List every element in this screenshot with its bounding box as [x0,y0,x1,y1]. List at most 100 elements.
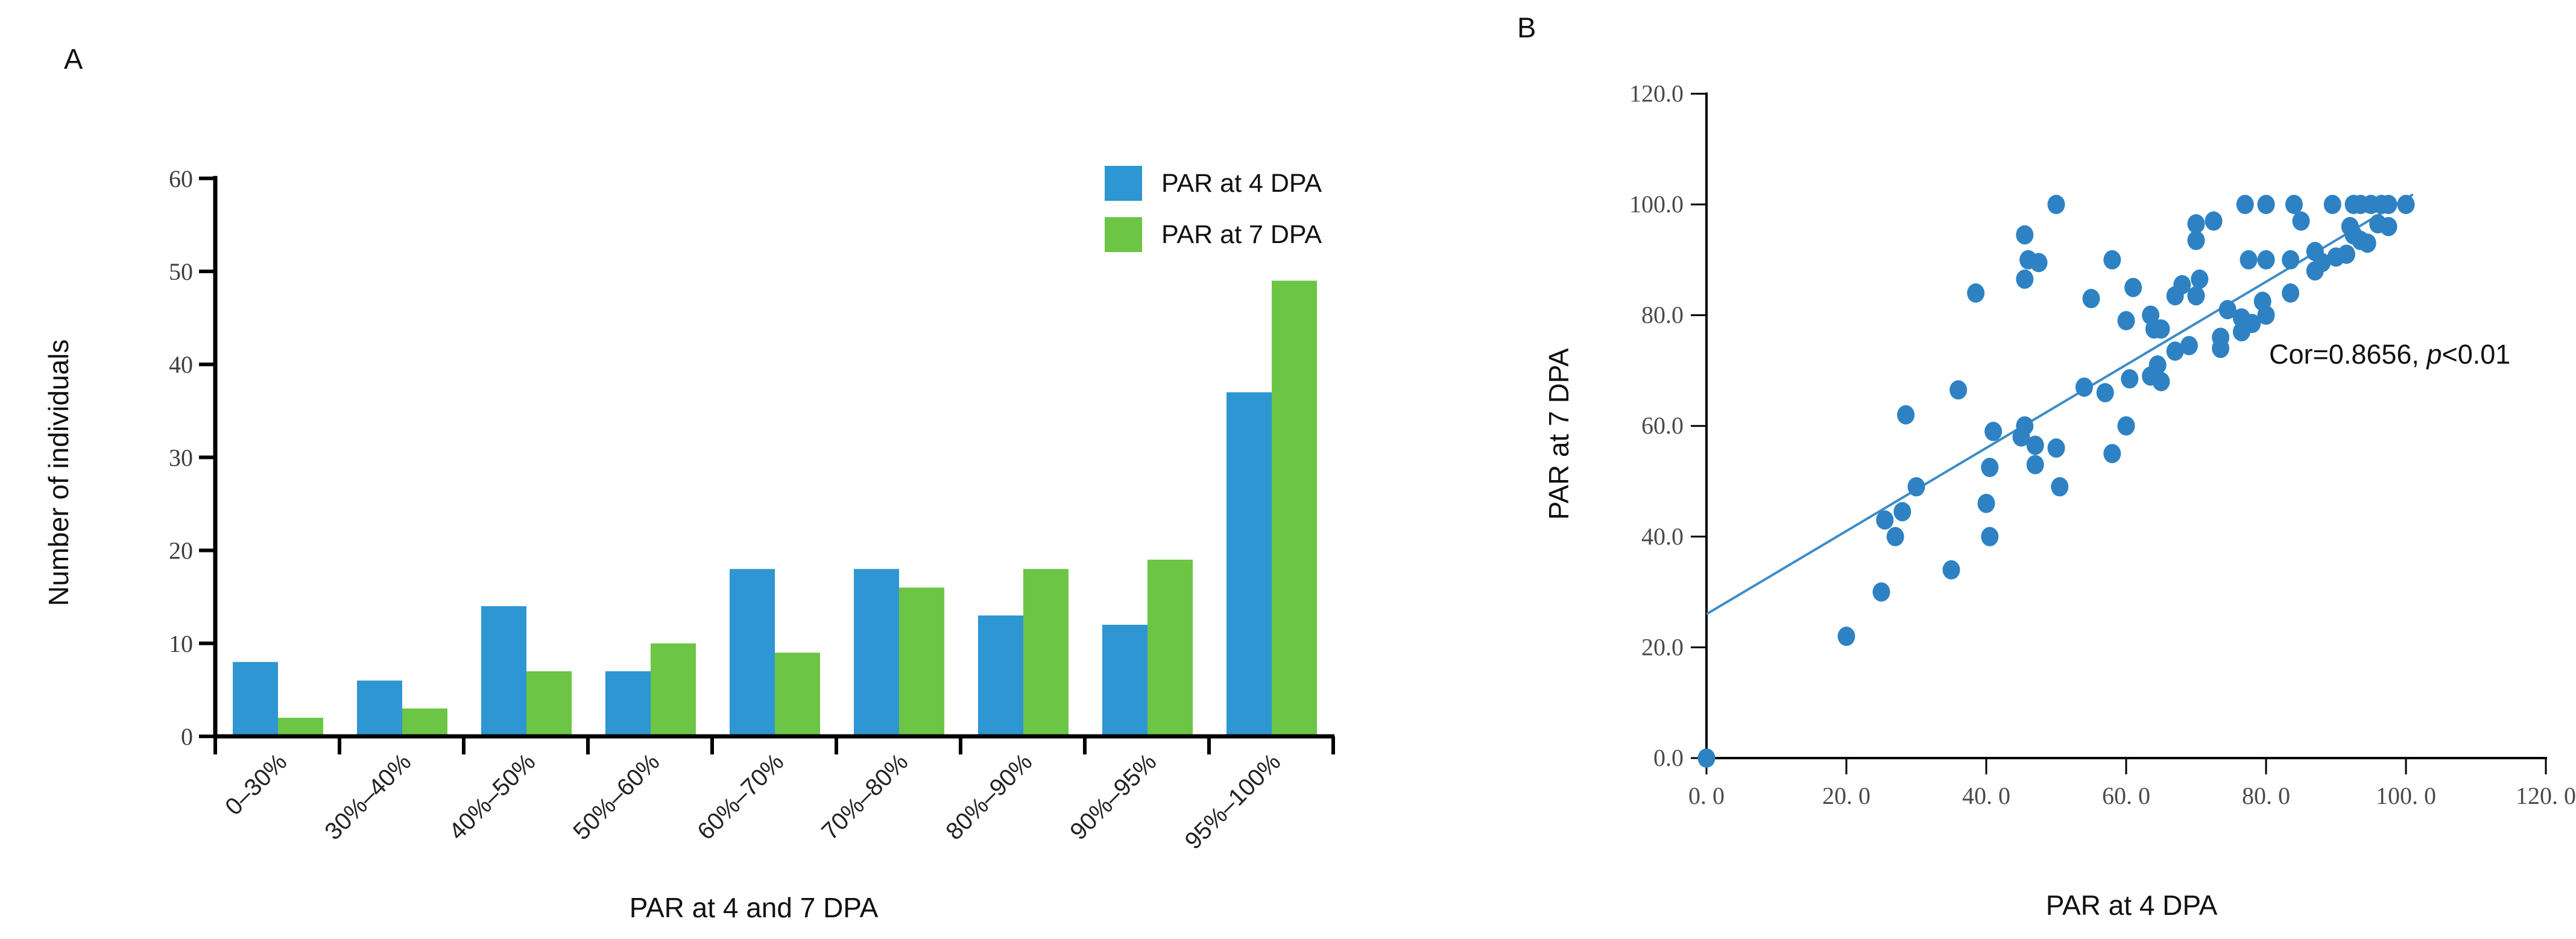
legend-label-par4: PAR at 4 DPA [1161,169,1322,198]
scatter-point [2236,195,2254,214]
correlation-annotation: Cor=0.8656, p<0.01 [2269,339,2510,370]
p-value: <0.01 [2442,339,2511,370]
scatter-point [2187,230,2205,250]
scatter-point [2292,211,2310,231]
x-tick-label: 40. 0 [1962,782,2010,809]
bar [278,718,323,736]
scatter-point [2257,195,2275,214]
scatter-point [1981,458,1999,478]
bar [730,569,775,736]
bar [775,653,820,736]
y-tick-label: 50 [169,258,193,285]
scatter-point [2397,195,2415,214]
bar [1102,624,1148,736]
scatter-point [2187,286,2205,306]
bar [978,615,1023,736]
scatter-point [1942,560,1960,580]
scatter-point [2257,305,2275,325]
scatter-point [2323,195,2341,214]
bar [481,606,526,736]
scatter-point [2240,250,2258,270]
scatter-point [1984,422,2003,441]
scatter-point [2082,289,2100,309]
legend-swatch-blue-icon [1105,166,1142,201]
scatter-point [2205,211,2223,231]
x-category-label: 80%–90% [941,748,1037,845]
bar [651,643,696,736]
scatter-y-axis-title: PAR at 7 DPA [1543,348,1574,520]
scatter-point [2282,283,2300,303]
x-tick-label: 120. 0 [2516,782,2576,809]
bar-chart: 0 10 20 30 40 50 60 0–30% 30%–40% 40%–50% 50%–60% 6… [169,165,1335,855]
y-tick-label: 80.0 [1641,302,1684,329]
y-tick-label: 40.0 [1641,523,1684,550]
bar [526,671,572,736]
y-tick-label: 20 [169,537,193,564]
y-tick-label: 0.0 [1653,744,1684,771]
trend-line [1705,193,2414,616]
scatter-point [2282,250,2300,270]
x-category-label: 50%–60% [568,748,665,845]
bar [402,708,447,736]
scatter-point [2379,217,2398,236]
scatter-point [2030,253,2048,273]
scatter-point [2016,416,2034,436]
scatter-point [2016,269,2034,289]
scatter-point [2117,311,2135,330]
bar [854,569,899,736]
scatter-point [2180,336,2198,356]
x-category-label: 90%–95% [1065,748,1161,845]
scatter-point [1967,283,1985,303]
panel-a-letter: A [64,43,83,75]
legend-item-par7: PAR at 7 DPA [1105,217,1358,252]
bar [1023,569,1069,736]
y-tick-label: 60.0 [1641,412,1684,439]
scatter-point [2218,300,2237,320]
scatter-point [2121,369,2139,389]
scatter-point [2379,195,2398,214]
scatter-point [2124,277,2142,297]
scatter-point [1893,502,1911,522]
y-tick-label: 60 [169,165,193,192]
legend-item-par4: PAR at 4 DPA [1105,166,1358,201]
x-tick-label: 80. 0 [2242,782,2290,809]
x-tick-label: 100. 0 [2376,782,2436,809]
scatter-point [1886,526,1904,546]
scatter-point [2191,269,2209,289]
y-tick-label: 30 [169,444,193,471]
scatter-point [1837,627,1855,647]
bar [1272,280,1317,736]
bar-chart-x-axis-title: PAR at 4 and 7 DPA [629,892,879,923]
scatter-point [2152,371,2170,391]
y-tick-label: 20.0 [1641,633,1684,660]
x-category-label: 40%–50% [444,748,540,845]
scatter-point [2358,233,2376,253]
scatter-point [1977,493,1995,513]
scatter-point [2173,275,2191,295]
x-tick-label: 0. 0 [1688,782,1725,809]
y-tick-label: 10 [169,630,193,657]
scatter-point [1876,510,1894,530]
scatter-point [2257,250,2275,270]
scatter-point [2285,195,2303,214]
scatter-point [1981,526,1999,546]
bar [1226,392,1272,736]
bar [1148,560,1193,736]
scatter-point [2096,383,2114,403]
scatter-point [2152,319,2170,339]
scatter-point [2306,261,2324,281]
scatter-point [1949,380,1968,400]
scatter-point [1697,748,1716,768]
scatter-point [2341,217,2359,236]
scatter-point [1897,405,1915,425]
y-tick-label: 120.0 [1629,80,1684,107]
y-tick-label: 40 [169,351,193,378]
scatter-point [2142,305,2160,325]
x-category-label: 0–30% [220,748,292,820]
panel-b-letter: B [1517,11,1536,43]
scatter-point [2103,444,2121,464]
scatter-point [2212,327,2230,347]
x-category-label: 95%–100% [1180,748,1286,855]
